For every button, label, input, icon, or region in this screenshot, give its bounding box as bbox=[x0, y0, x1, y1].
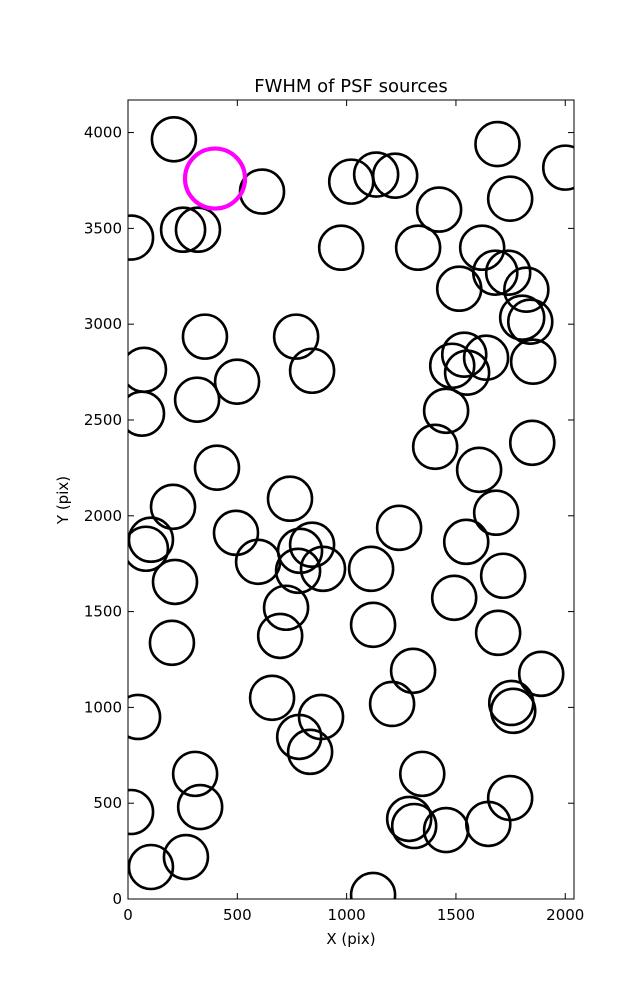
source-marker bbox=[128, 843, 175, 891]
source-marker bbox=[181, 313, 229, 360]
source-marker bbox=[489, 687, 537, 735]
source-marker bbox=[430, 574, 478, 622]
source-marker bbox=[275, 713, 323, 761]
y-tick-label: 0 bbox=[112, 890, 122, 908]
source-marker bbox=[266, 475, 314, 523]
source-marker bbox=[148, 619, 196, 667]
source-marker bbox=[411, 423, 459, 471]
source-marker bbox=[390, 802, 438, 850]
source-marker bbox=[149, 483, 197, 531]
source-marker bbox=[368, 680, 416, 728]
source-marker bbox=[484, 249, 532, 296]
y-tick-label: 500 bbox=[93, 794, 122, 812]
source-marker bbox=[162, 833, 210, 881]
source-marker bbox=[248, 674, 296, 722]
source-marker bbox=[375, 504, 423, 552]
source-marker bbox=[398, 750, 446, 798]
source-marker bbox=[262, 584, 310, 632]
source-marker bbox=[455, 446, 503, 494]
plot-area bbox=[128, 115, 574, 899]
x-tick-label: 1500 bbox=[437, 906, 475, 924]
source-marker bbox=[128, 525, 170, 573]
source-marker bbox=[128, 214, 155, 261]
source-marker bbox=[462, 334, 510, 382]
x-tick-label: 2000 bbox=[546, 906, 584, 924]
source-marker bbox=[288, 347, 336, 395]
source-marker bbox=[150, 115, 198, 163]
source-marker bbox=[385, 795, 433, 843]
source-marker bbox=[234, 538, 282, 586]
source-marker bbox=[389, 647, 437, 695]
source-marker bbox=[349, 601, 397, 649]
source-marker bbox=[458, 224, 506, 272]
chart-title: FWHM of PSF sources bbox=[254, 76, 448, 97]
source-marker bbox=[159, 206, 207, 254]
source-marker bbox=[274, 547, 322, 595]
source-marker bbox=[517, 650, 565, 698]
source-marker bbox=[371, 152, 419, 199]
source-marker bbox=[503, 266, 550, 313]
source-marker bbox=[171, 750, 219, 798]
x-tick-label: 0 bbox=[123, 906, 133, 924]
source-marker bbox=[128, 693, 162, 741]
y-axis-label: Y (pix) bbox=[54, 476, 72, 525]
source-marker bbox=[272, 313, 320, 360]
source-marker bbox=[415, 186, 463, 233]
source-marker bbox=[508, 419, 556, 467]
source-marker bbox=[541, 144, 574, 191]
source-marker bbox=[472, 489, 520, 537]
source-marker bbox=[174, 206, 222, 254]
x-tick-label: 500 bbox=[223, 906, 252, 924]
source-marker bbox=[286, 728, 334, 776]
source-marker bbox=[422, 387, 470, 435]
y-tick-label: 1000 bbox=[84, 698, 122, 716]
y-tick-label: 2500 bbox=[84, 411, 122, 429]
source-marker bbox=[435, 265, 483, 313]
source-marker bbox=[486, 175, 534, 222]
source-marker bbox=[288, 521, 336, 569]
source-marker bbox=[128, 516, 175, 564]
y-tick-label: 2000 bbox=[84, 507, 122, 525]
source-marker bbox=[474, 120, 521, 168]
source-marker bbox=[151, 558, 199, 606]
source-marker bbox=[182, 146, 248, 211]
x-tick-label: 1000 bbox=[328, 906, 366, 924]
source-marker bbox=[173, 376, 221, 423]
y-tick-label: 4000 bbox=[84, 124, 122, 142]
source-marker bbox=[128, 390, 166, 437]
source-marker bbox=[498, 294, 546, 341]
source-marker bbox=[317, 224, 365, 272]
source-marker bbox=[256, 612, 304, 660]
source-marker bbox=[352, 151, 400, 198]
y-tick-label: 3000 bbox=[84, 315, 122, 333]
source-marker bbox=[213, 358, 261, 405]
y-tick-label: 3500 bbox=[84, 219, 122, 237]
x-axis-label: X (pix) bbox=[326, 930, 375, 948]
source-marker bbox=[440, 331, 488, 378]
source-marker bbox=[128, 788, 155, 836]
y-tick-label: 1500 bbox=[84, 603, 122, 621]
axes-frame bbox=[127, 99, 575, 900]
source-marker bbox=[479, 552, 527, 600]
source-marker bbox=[347, 545, 395, 593]
source-marker bbox=[193, 444, 241, 491]
source-marker bbox=[442, 518, 490, 566]
source-marker bbox=[176, 783, 224, 831]
source-marker bbox=[474, 609, 522, 657]
source-marker bbox=[394, 224, 442, 272]
source-marker bbox=[443, 349, 491, 396]
source-marker bbox=[349, 871, 397, 899]
source-marker bbox=[509, 338, 557, 386]
source-marker bbox=[299, 545, 347, 593]
source-marker bbox=[464, 800, 512, 848]
source-marker bbox=[506, 298, 554, 345]
